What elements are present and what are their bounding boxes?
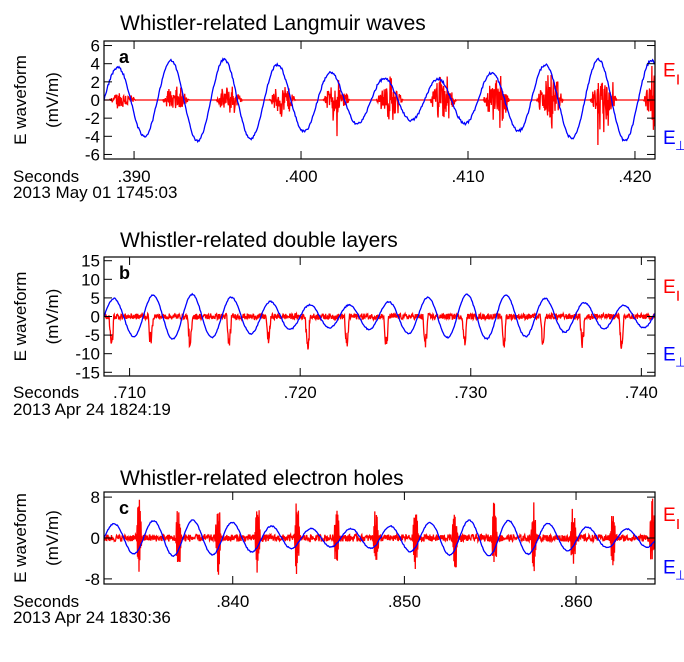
y-tick-label: 5 (91, 289, 100, 308)
date-label: 2013 May 01 1745:03 (13, 183, 177, 202)
x-axis-seconds-label: Seconds (13, 167, 79, 186)
x-tick-label: .860 (559, 592, 592, 611)
y-tick-label: -6 (85, 145, 100, 164)
x-tick-label: .720 (284, 383, 317, 402)
y-axis-label: E waveform (11, 272, 30, 362)
date-label: 2013 Apr 24 1824:19 (13, 400, 171, 419)
legend-e-parallel: E (663, 61, 676, 82)
panel-a: Whistler-related Langmuir waves E wavefor… (11, 12, 684, 202)
panels-group: Whistler-related Langmuir waves E wavefor… (11, 12, 684, 627)
legend-e-parallel: E (663, 505, 676, 526)
y-tick-label: -4 (85, 127, 100, 146)
legend-perp-subscript: ⊥ (675, 567, 684, 582)
y-tick-label: 10 (81, 270, 100, 289)
y-tick-label: 4 (91, 55, 100, 74)
y-tick-label: -2 (85, 109, 100, 128)
panel-letter: c (119, 498, 129, 518)
panel-title: Whistler-related electron holes (120, 467, 404, 490)
x-tick-label: .390 (118, 167, 151, 186)
legend-e-perp: E (663, 345, 676, 366)
date-label: 2013 Apr 24 1830:36 (13, 608, 171, 627)
y-tick-label: 2 (91, 73, 100, 92)
series-line-e-parallel (104, 311, 655, 350)
x-tick-label: .840 (216, 592, 249, 611)
series-line-e-perp (104, 292, 655, 341)
y-tick-label: -5 (85, 326, 100, 345)
x-tick-label: .730 (454, 383, 487, 402)
y-tick-label: 6 (91, 37, 100, 56)
panel-title: Whistler-related double layers (120, 229, 398, 252)
series-line-e-parallel (104, 498, 655, 575)
y-axis-label: E waveform (11, 493, 30, 583)
x-tick-label: .400 (284, 167, 317, 186)
panel-letter: a (119, 47, 130, 67)
y-axis-unit: (mV/m) (43, 72, 62, 128)
series-line-e-parallel (104, 65, 655, 146)
series-group (104, 292, 655, 350)
y-axis-unit: (mV/m) (43, 510, 62, 566)
x-tick-label: .420 (618, 167, 651, 186)
y-axis-unit: (mV/m) (43, 289, 62, 345)
y-tick-label: 15 (81, 252, 100, 271)
legend-perp-subscript: ⊥ (675, 138, 684, 153)
series-group (104, 498, 655, 575)
y-tick-label: -8 (85, 570, 100, 589)
series-group (104, 57, 655, 146)
panel-letter: b (119, 263, 130, 283)
y-tick-label: 0 (91, 91, 100, 110)
panel-title: Whistler-related Langmuir waves (120, 12, 426, 35)
x-tick-label: .410 (451, 167, 484, 186)
x-tick-label: .740 (625, 383, 658, 402)
legend-e-perp: E (663, 557, 676, 578)
series-line-e-perp (104, 57, 655, 144)
x-axis-seconds-label: Seconds (13, 383, 79, 402)
y-tick-label: -10 (75, 345, 100, 364)
x-tick-label: .710 (113, 383, 146, 402)
panel-c: Whistler-related electron holes E wavefor… (11, 467, 684, 627)
y-tick-label: 8 (91, 488, 100, 507)
x-tick-label: .850 (388, 592, 421, 611)
legend-perp-subscript: ⊥ (675, 355, 684, 370)
legend-e-perp: E (663, 128, 676, 149)
y-axis-label: E waveform (11, 55, 30, 145)
y-tick-label: 0 (91, 529, 100, 548)
y-tick-label: -15 (75, 363, 100, 382)
legend-e-parallel: E (663, 277, 676, 298)
y-tick-label: 0 (91, 308, 100, 327)
series-line-e-perp (104, 519, 655, 558)
panel-b: Whistler-related double layers E waveform… (11, 229, 684, 419)
x-axis-seconds-label: Seconds (13, 592, 79, 611)
